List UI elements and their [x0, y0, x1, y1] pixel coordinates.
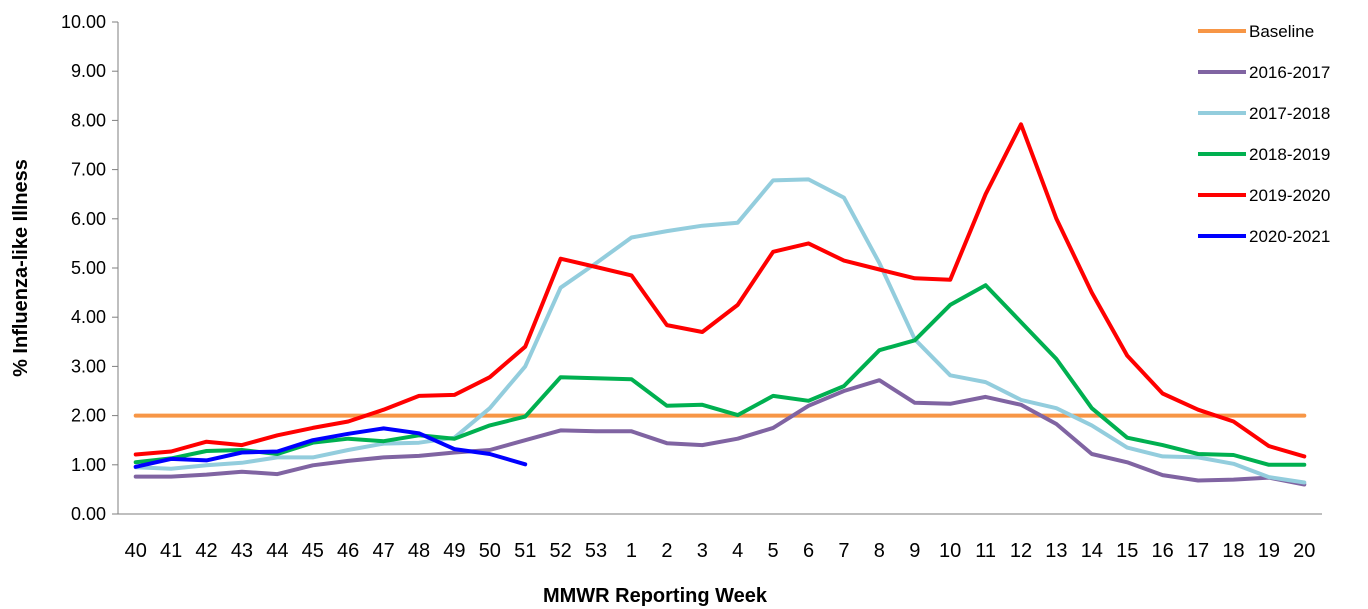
x-axis-title: MMWR Reporting Week: [543, 585, 768, 607]
x-tick-label: 8: [874, 540, 885, 562]
series-line-2020-2021: [133, 426, 528, 469]
series-lines: [133, 122, 1307, 487]
x-tick-label: 53: [585, 540, 607, 562]
x-tick-label: 15: [1116, 540, 1138, 562]
x-tick-label: 16: [1152, 540, 1174, 562]
x-tick-label: 12: [1010, 540, 1032, 562]
x-tick-label: 43: [231, 540, 253, 562]
legend-label-2018-2019: 2018-2019: [1249, 145, 1330, 164]
y-tick-labels: 0.00 1.00 2.00 3.00 4.00 5.00 6.00 7.00 8.00 9.00…: [61, 12, 118, 524]
legend-label-2019-2020: 2019-2020: [1249, 186, 1330, 205]
y-axis-title: % Influenza-like Illness: [10, 159, 32, 377]
x-tick-labels: 40 41 42 43 44 45 46 47 48 49 50 51 52 53 1 2 3 4 5 6 7 8 9 10 1…: [125, 540, 1316, 562]
x-tick-label: 48: [408, 540, 430, 562]
x-tick-label: 10: [939, 540, 961, 562]
x-tick-label: 45: [302, 540, 324, 562]
y-tick-label: 10.00: [61, 12, 106, 32]
series-line-2018-2019: [133, 283, 1307, 467]
x-tick-label: 6: [803, 540, 814, 562]
y-tick-label: 2.00: [71, 406, 106, 426]
x-tick-label: 11: [975, 540, 996, 562]
y-tick-label: 8.00: [71, 110, 106, 130]
y-tick-label: 1.00: [71, 455, 106, 475]
x-tick-label: 18: [1222, 540, 1244, 562]
y-tick-label: 9.00: [71, 61, 106, 81]
x-tick-label: 46: [337, 540, 359, 562]
y-tick-label: 7.00: [71, 160, 106, 180]
y-tick-label: 4.00: [71, 307, 106, 327]
x-tick-label: 3: [697, 540, 708, 562]
legend: Baseline 2016-2017 2017-2018 2018-2019 2019-…: [1198, 22, 1330, 246]
legend-label-baseline: Baseline: [1249, 22, 1314, 41]
x-tick-label: 20: [1293, 540, 1315, 562]
x-tick-label: 47: [372, 540, 394, 562]
y-tick-label: 6.00: [71, 209, 106, 229]
series-line-2017-2018: [133, 177, 1307, 485]
y-tick-label: 5.00: [71, 258, 106, 278]
legend-label-2017-2018: 2017-2018: [1249, 104, 1330, 123]
x-tick-label: 9: [909, 540, 920, 562]
y-tick-label: 3.00: [71, 356, 106, 376]
x-tick-label: 1: [626, 540, 637, 562]
y-tick-label: 0.00: [71, 504, 106, 524]
x-tick-label: 40: [125, 540, 147, 562]
x-tick-label: 19: [1258, 540, 1280, 562]
x-tick-label: 44: [266, 540, 288, 562]
x-tick-label: 49: [443, 540, 465, 562]
x-tick-label: 51: [514, 540, 536, 562]
x-tick-label: 4: [732, 540, 743, 562]
x-tick-label: 41: [160, 540, 182, 562]
x-tick-label: 13: [1045, 540, 1067, 562]
legend-label-2020-2021: 2020-2021: [1249, 227, 1330, 246]
legend-label-2016-2017: 2016-2017: [1249, 63, 1330, 82]
series-line-2016-2017: [133, 378, 1307, 487]
series-line-2019-2020: [133, 122, 1307, 459]
x-tick-label: 14: [1081, 540, 1103, 562]
x-tick-label: 42: [195, 540, 217, 562]
x-tick-label: 17: [1187, 540, 1209, 562]
x-tick-label: 2: [661, 540, 672, 562]
x-tick-label: 52: [550, 540, 572, 562]
x-tick-label: 5: [768, 540, 779, 562]
x-tick-label: 50: [479, 540, 501, 562]
x-tick-label: 7: [838, 540, 849, 562]
